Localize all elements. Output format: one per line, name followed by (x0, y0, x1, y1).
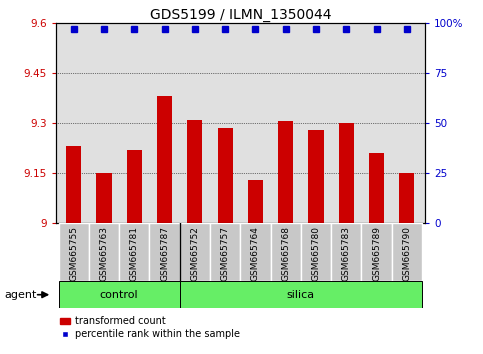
Bar (58, 223, 89, 281)
Bar (399, 173, 414, 223)
Bar (97, 173, 112, 223)
Bar (210, 223, 241, 281)
Text: GSM665768: GSM665768 (281, 226, 290, 281)
Bar (187, 120, 202, 223)
Bar (301, 223, 331, 281)
Bar (331, 223, 361, 281)
Text: GSM665790: GSM665790 (402, 226, 412, 281)
Legend: transformed count, percentile rank within the sample: transformed count, percentile rank withi… (60, 316, 240, 339)
Text: silica: silica (287, 290, 315, 300)
Text: agent: agent (5, 290, 37, 300)
Text: GSM665752: GSM665752 (190, 226, 199, 281)
Bar (248, 180, 263, 223)
Bar (58, 281, 180, 308)
Title: GDS5199 / ILMN_1350044: GDS5199 / ILMN_1350044 (150, 8, 331, 22)
Text: GSM665783: GSM665783 (342, 226, 351, 281)
Bar (127, 150, 142, 223)
Bar (217, 128, 233, 223)
Bar (270, 223, 301, 281)
Bar (119, 223, 149, 281)
Text: GSM665787: GSM665787 (160, 226, 169, 281)
Text: GSM665789: GSM665789 (372, 226, 381, 281)
Bar (339, 123, 354, 223)
Text: GSM665764: GSM665764 (251, 226, 260, 281)
Bar (66, 146, 81, 223)
Bar (392, 223, 422, 281)
Bar (180, 223, 210, 281)
Text: control: control (100, 290, 139, 300)
Text: GSM665755: GSM665755 (69, 226, 78, 281)
Bar (278, 121, 293, 223)
Text: GSM665780: GSM665780 (312, 226, 321, 281)
Bar (89, 223, 119, 281)
Bar (149, 223, 180, 281)
Text: GSM665757: GSM665757 (221, 226, 229, 281)
Bar (180, 281, 422, 308)
Text: GSM665763: GSM665763 (99, 226, 109, 281)
Bar (157, 96, 172, 223)
Text: GSM665781: GSM665781 (130, 226, 139, 281)
Bar (369, 153, 384, 223)
Bar (241, 223, 270, 281)
Bar (309, 130, 324, 223)
Bar (361, 223, 392, 281)
